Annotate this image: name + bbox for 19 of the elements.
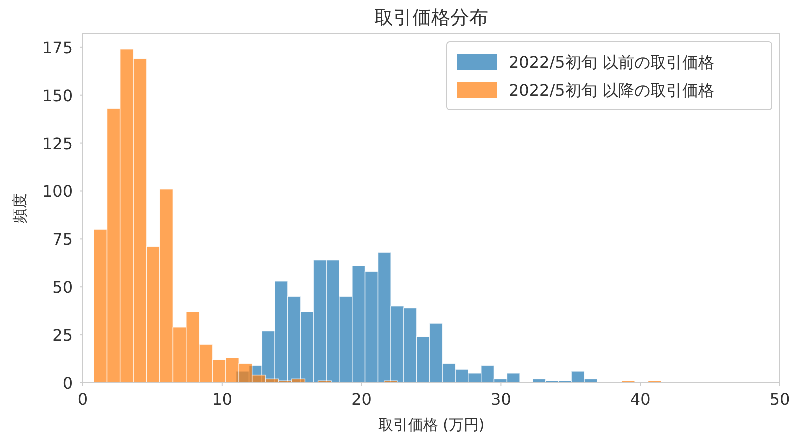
y-tick-label: 50 bbox=[52, 278, 73, 298]
y-tick-label: 175 bbox=[42, 38, 73, 58]
x-tick-label: 40 bbox=[630, 390, 651, 409]
x-tick-label: 10 bbox=[212, 390, 233, 409]
y-tick-label: 150 bbox=[42, 86, 73, 106]
x-tick-label: 50 bbox=[770, 390, 790, 409]
chart-title: 取引価格分布 bbox=[374, 7, 488, 29]
x-tick-label: 30 bbox=[491, 390, 512, 409]
y-tick-label: 100 bbox=[42, 182, 73, 202]
legend-label: 2022/5初旬 以前の取引価格 bbox=[509, 53, 714, 72]
x-axis-title: 取引価格 (万円) bbox=[378, 416, 485, 434]
y-tick-label: 75 bbox=[52, 230, 73, 250]
y-tick-label: 25 bbox=[52, 326, 73, 346]
x-tick-label: 0 bbox=[78, 390, 88, 409]
y-tick-label: 0 bbox=[62, 374, 73, 393]
y-tick-label: 125 bbox=[42, 134, 73, 154]
x-tick-label: 20 bbox=[352, 390, 372, 409]
legend-label: 2022/5初旬 以降の取引価格 bbox=[509, 81, 714, 100]
y-axis-title: 頻度 bbox=[11, 194, 29, 224]
